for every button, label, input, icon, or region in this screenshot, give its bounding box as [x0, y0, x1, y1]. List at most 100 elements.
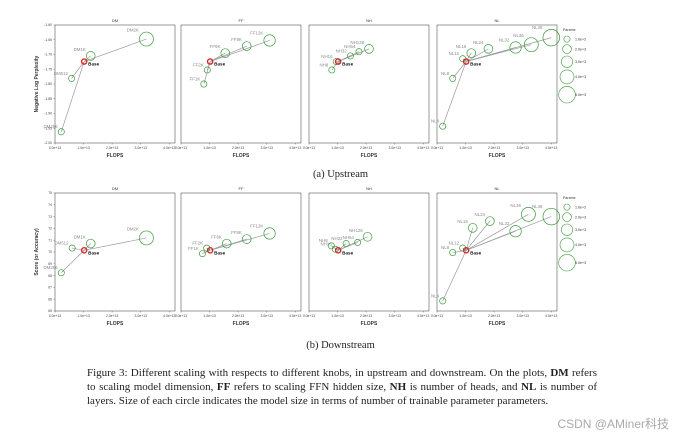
- chart-panel-downstream-ff: FF 0.0e+13 1.0e+13 2.0e+13 3.0e+13 4.0e+13 FLO…: [175, 186, 302, 327]
- data-point: [466, 48, 477, 58]
- data-point: [342, 240, 350, 248]
- data-point: [467, 223, 478, 233]
- y-tick-label: -1.60: [44, 23, 52, 27]
- chart-panel-upstream-ff: FF 0.0e+13 1.0e+13 2.0e+13 3.0e+13 4.0e+13 FLO…: [175, 18, 302, 159]
- y-tick-label: -2.00: [44, 141, 52, 145]
- legend-marker: [560, 55, 573, 68]
- x-tick-label: 2.0e+13: [232, 314, 244, 318]
- point-label: FF2K: [193, 62, 204, 67]
- point-label: NL36: [510, 203, 521, 208]
- connector-line: [337, 243, 347, 251]
- caption-text: Figure 3: Different scaling with respect…: [87, 367, 551, 379]
- connector-line: [202, 249, 211, 255]
- connector-line: [60, 61, 85, 132]
- caption-term-nl: NL: [521, 381, 537, 393]
- point-label: NH16: [320, 242, 332, 247]
- point-label: NH8: [319, 62, 328, 67]
- watermark: CSDN @AMiner科技: [557, 417, 669, 431]
- point-label: NL16: [456, 44, 467, 49]
- x-tick-label: 0.0e+13: [175, 314, 187, 318]
- data-point: [521, 207, 536, 222]
- connector-line: [452, 61, 467, 79]
- connector-line: [465, 48, 489, 62]
- x-tick-label: 4.0e+13: [289, 314, 301, 318]
- caption-term-dm: DM: [550, 367, 569, 379]
- y-tick-label: -1.95: [44, 126, 52, 130]
- y-tick-label: 72: [48, 227, 52, 231]
- legend-entry-label: 1.0e+2: [575, 37, 586, 41]
- legend-marker: [563, 203, 571, 211]
- base-point: [462, 247, 470, 254]
- x-tick-label: 1.0e+13: [77, 314, 89, 318]
- panel-title: NL: [494, 18, 500, 23]
- connector-line: [331, 61, 339, 71]
- legend-entry-label: 5.0e+3: [575, 93, 586, 97]
- connector-line: [84, 237, 147, 251]
- x-tick-label: 2.0e+13: [360, 146, 372, 150]
- x-tick-label: 3.0e+13: [389, 314, 401, 318]
- x-tick-label: 1.0e+13: [203, 146, 215, 150]
- y-tick-label: -1.85: [44, 97, 52, 101]
- x-tick-label: 1.0e+13: [331, 314, 343, 318]
- x-tick-label: 2.0e+13: [232, 146, 244, 150]
- data-point: [57, 269, 65, 277]
- data-point: [355, 48, 363, 56]
- x-axis-label: FLOPS: [107, 153, 124, 159]
- x-tick-label: 0.0e+13: [303, 146, 315, 150]
- base-label: Base: [214, 250, 225, 255]
- x-tick-label: 4.0e+13: [163, 314, 175, 318]
- data-point: [241, 234, 252, 244]
- data-point: [57, 128, 65, 136]
- data-point: [332, 58, 340, 65]
- legend-entry-label: 5.0e+3: [575, 261, 586, 265]
- y-tick-label: 70: [48, 250, 52, 254]
- point-label: FF1K: [188, 246, 199, 251]
- data-point: [328, 66, 336, 74]
- connector-line: [465, 52, 472, 62]
- base-label: Base: [470, 62, 481, 67]
- x-tick-label: 3.0e+13: [261, 146, 273, 150]
- point-label: NL12: [449, 51, 460, 56]
- point-label: NH128: [350, 40, 364, 45]
- point-label: NH32: [331, 236, 343, 241]
- data-point: [509, 225, 522, 238]
- point-label: NH32: [336, 48, 348, 53]
- x-tick-label: 4.0e+13: [545, 314, 557, 318]
- plot-frame: [54, 192, 176, 312]
- x-tick-label: 0.0e+13: [431, 314, 443, 318]
- y-axis-label: Negative Log Perplexity: [34, 55, 40, 112]
- data-point: [263, 34, 276, 47]
- caption-text: is number of heads, and: [406, 381, 522, 393]
- x-tick-label: 1.0e+13: [77, 146, 89, 150]
- data-point: [200, 80, 208, 88]
- data-point: [263, 227, 276, 240]
- data-point: [68, 244, 76, 252]
- legend-entry-label: 4.0e+3: [575, 243, 586, 247]
- data-point: [439, 297, 447, 305]
- x-tick-label: 3.0e+13: [517, 146, 529, 150]
- y-tick-label: 74: [48, 203, 52, 207]
- caption-term-nh: NH: [389, 381, 407, 393]
- base-point: [206, 58, 214, 65]
- legend-title: Params: [563, 196, 576, 200]
- connector-line: [465, 227, 474, 251]
- x-tick-label: 4.0e+13: [417, 314, 429, 318]
- data-point: [198, 250, 206, 258]
- legend-title: Params: [563, 28, 576, 32]
- legend-marker: [563, 35, 571, 43]
- connector-line: [206, 61, 211, 71]
- data-point: [485, 216, 495, 226]
- panel-title: FF: [239, 18, 244, 23]
- data-point: [542, 207, 560, 226]
- x-tick-label: 0.0e+13: [303, 314, 315, 318]
- connector-line: [442, 61, 467, 127]
- data-point: [139, 230, 154, 246]
- point-label: NH64: [343, 235, 355, 240]
- x-tick-label: 3.0e+13: [135, 314, 147, 318]
- figure-caption: Figure 3: Different scaling with respect…: [87, 366, 597, 408]
- y-tick-label: 73: [48, 215, 52, 219]
- point-label: NL48: [532, 25, 543, 30]
- point-label: DM2K: [127, 28, 139, 33]
- connector-line: [210, 45, 247, 62]
- point-label: NL36: [513, 33, 524, 38]
